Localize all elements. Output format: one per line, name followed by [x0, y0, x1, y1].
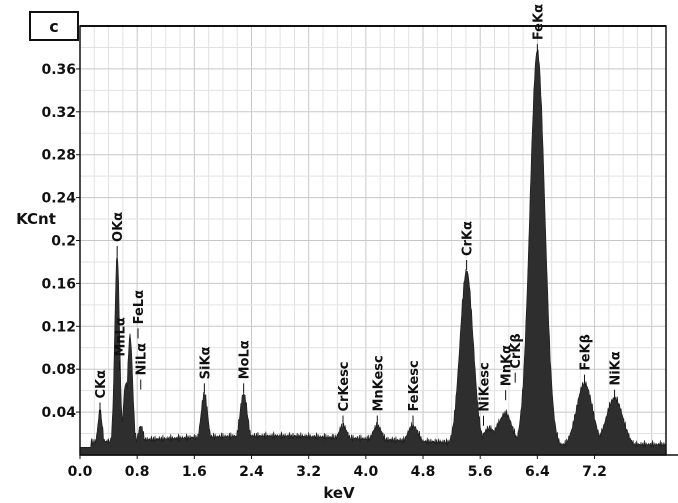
peak-label: FeKα [531, 4, 546, 40]
y-tick-label: 0.24 [41, 191, 76, 207]
peak-label: MnLα [114, 317, 129, 356]
x-tick-label: 4.0 [353, 464, 378, 480]
grid-layer [80, 26, 666, 455]
y-tick-label: 0.16 [41, 276, 76, 292]
x-tick-label: 5.6 [468, 464, 493, 480]
ticks-layer: 0.0 0.8 1.6 2.4 3.2 4.0 4.8 5.6 6.4 7.2 0.04 0.08 0.… [41, 62, 606, 480]
x-tick-label: 7.2 [582, 464, 607, 480]
x-tick-label: 0.8 [125, 464, 150, 480]
peak-label: FeLα [132, 290, 147, 324]
peak-label: FeKesc [407, 360, 422, 411]
y-tick-label: 0.32 [41, 105, 76, 121]
peak-label: CKα [94, 370, 109, 399]
x-tick-label: 6.4 [525, 464, 550, 480]
y-tick-label: 0.2 [51, 234, 76, 250]
x-tick-label: 0.0 [68, 464, 93, 480]
x-axis-label: keV [323, 484, 355, 502]
peak-label: MoLα [238, 340, 253, 379]
peak-label: CrKα [461, 221, 476, 256]
peak-label: NiLα [135, 343, 150, 376]
y-tick-label: 0.28 [41, 148, 76, 164]
x-tick-label: 3.2 [296, 464, 321, 480]
spectrum-area [79, 49, 667, 456]
peak-label: OKα [111, 212, 126, 242]
y-axis-label: KCnt [16, 210, 56, 228]
peak-label: CrKesc [337, 361, 352, 411]
peak-label: MnKesc [371, 355, 386, 411]
y-tick-label: 0.12 [41, 319, 76, 335]
peak-label: CrKβ [509, 333, 524, 368]
panel-label: c [49, 17, 58, 36]
x-tick-label: 1.6 [182, 464, 207, 480]
peak-label: FeKβ [579, 334, 594, 371]
y-tick-label: 0.04 [41, 405, 76, 421]
x-tick-label: 2.4 [239, 464, 264, 480]
x-tick-label: 4.8 [411, 464, 436, 480]
peak-label: MnKα [500, 345, 515, 386]
peak-label: NiKα [609, 351, 624, 385]
y-tick-label: 0.08 [41, 362, 76, 378]
peak-label: NiKesc [477, 362, 492, 411]
peak-label: SiKα [198, 346, 213, 379]
panel-label-box [29, 11, 79, 41]
y-tick-label: 0.36 [41, 62, 76, 78]
